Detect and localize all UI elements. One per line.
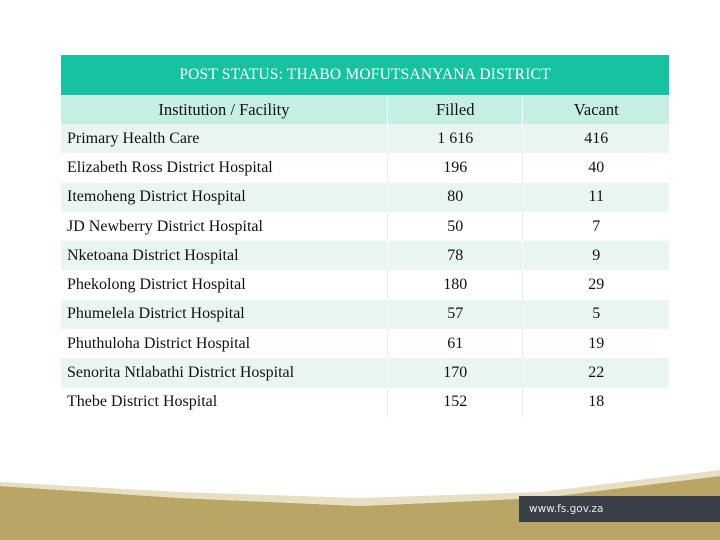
vacant-cell: 40 [522,153,669,183]
table-row: Phumelela District Hospital 57 5 [61,299,669,330]
vacant-cell: 19 [522,329,669,359]
institution-cell: Thebe District Hospital [67,393,218,411]
vacant-cell: 9 [522,241,669,271]
header-vacant: Vacant [522,96,669,124]
table-row: Phekolong District Hospital 180 29 [61,270,669,300]
institution-cell: Itemoheng District Hospital [67,188,246,206]
table-row: Phuthuloha District Hospital 61 19 [61,329,669,359]
institution-cell: Phumelela District Hospital [67,305,245,323]
filled-cell: 50 [386,211,523,242]
vacant-cell: 18 [522,387,669,417]
vacant-cell: 11 [522,182,669,212]
table-row: Primary Health Care 1 616 416 [61,124,669,154]
filled-cell: 80 [386,182,523,212]
footer-gold-wave [0,476,720,540]
institution-cell: Phekolong District Hospital [67,276,246,294]
table-row: Thebe District Hospital 152 18 [61,387,669,417]
filled-cell: 78 [386,241,523,271]
table-header-row: Institution / Facility Filled Vacant [61,95,669,124]
table-row: Nketoana District Hospital 78 9 [61,241,669,271]
table-row: Itemoheng District Hospital 80 11 [61,182,669,212]
table-row: JD Newberry District Hospital 50 7 [61,211,669,242]
filled-cell: 196 [386,153,523,183]
filled-cell: 1 616 [386,124,523,154]
post-status-table: POST STATUS: THABO MOFUTSANYANA DISTRICT… [61,55,669,417]
table-row: Senorita Ntlabathi District Hospital 170… [61,358,669,388]
filled-cell: 180 [386,270,523,300]
institution-cell: Senorita Ntlabathi District Hospital [67,364,295,382]
institution-cell: Elizabeth Ross District Hospital [67,158,273,176]
vacant-cell: 7 [522,211,669,242]
vacant-cell: 416 [522,124,669,154]
table-row: Elizabeth Ross District Hospital 196 40 [61,153,669,183]
header-institution: Institution / Facility [158,100,290,119]
institution-cell: JD Newberry District Hospital [67,217,263,235]
vacant-cell: 5 [522,299,669,330]
institution-cell: Nketoana District Hospital [67,246,239,264]
website-url-badge[interactable]: www.fs.gov.za [519,496,720,522]
header-filled: Filled [386,96,523,124]
institution-cell: Primary Health Care [67,129,200,147]
filled-cell: 57 [386,299,523,330]
table-title: POST STATUS: THABO MOFUTSANYANA DISTRICT [61,55,669,95]
filled-cell: 152 [386,387,523,417]
filled-cell: 170 [386,358,523,388]
vacant-cell: 22 [522,358,669,388]
filled-cell: 61 [386,329,523,359]
vacant-cell: 29 [522,270,669,300]
institution-cell: Phuthuloha District Hospital [67,334,251,352]
